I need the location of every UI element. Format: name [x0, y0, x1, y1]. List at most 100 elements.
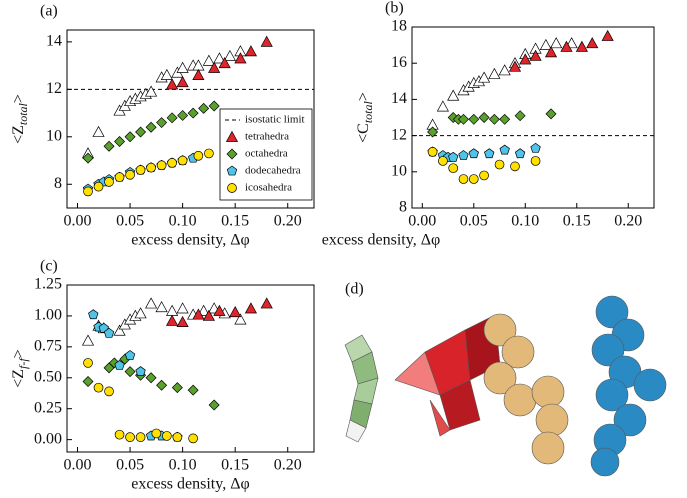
x-axis-label: excess density, Δφ — [131, 476, 249, 493]
point — [575, 40, 589, 52]
point — [172, 432, 183, 443]
point — [145, 121, 157, 133]
y-tick-label: 0.00 — [34, 430, 62, 447]
point — [176, 75, 189, 88]
point — [202, 54, 215, 66]
y-tick-label: 0.50 — [34, 368, 62, 385]
point — [103, 140, 115, 152]
point — [225, 130, 239, 142]
point — [160, 68, 173, 80]
y-axis-label: <Ctotal> — [355, 92, 375, 143]
point — [539, 38, 552, 50]
point — [448, 163, 459, 174]
point — [81, 334, 95, 346]
y-tick-label: 1.00 — [34, 307, 62, 324]
legend-label: octahedra — [245, 148, 288, 160]
point — [135, 126, 147, 138]
panel-label: (d) — [345, 281, 364, 298]
point — [193, 150, 204, 161]
point — [144, 85, 158, 97]
point — [93, 382, 104, 393]
point — [226, 165, 238, 176]
point — [187, 107, 199, 119]
y-axis-label-end: > — [10, 349, 27, 358]
point — [103, 327, 115, 338]
point — [560, 40, 573, 52]
point — [478, 112, 490, 123]
point — [176, 315, 189, 327]
plot-frame — [411, 26, 655, 209]
y-axis-label-end: > — [10, 94, 27, 103]
point — [458, 150, 469, 160]
point — [177, 109, 189, 121]
point — [125, 432, 135, 443]
plot-frame — [66, 29, 315, 209]
point — [427, 147, 438, 157]
x-tick-label: 0.05 — [460, 213, 488, 230]
point — [508, 60, 522, 72]
y-tick-label: 1.25 — [34, 276, 62, 293]
point — [213, 304, 226, 316]
y-tick-label: 18 — [391, 18, 407, 35]
point — [177, 155, 188, 166]
x-tick-label: 0.00 — [64, 213, 92, 230]
legend-label: dodecahedra — [245, 165, 301, 177]
x-tick-label: 0.05 — [116, 457, 144, 474]
point — [204, 148, 214, 159]
point — [144, 297, 158, 309]
legend-label: tetrahedra — [245, 131, 289, 143]
point — [166, 78, 179, 90]
point — [124, 131, 136, 143]
tetrahedra-cluster — [344, 334, 379, 443]
x-axis-label: excess density, Δφ — [131, 232, 249, 249]
point — [88, 309, 99, 320]
point — [544, 46, 558, 58]
x-axis-label: excess density, Δφ — [322, 232, 440, 249]
x-tick-label: 0.15 — [221, 457, 249, 474]
y-tick-label: 10 — [46, 127, 62, 144]
point — [226, 148, 238, 160]
point — [488, 113, 500, 125]
point — [166, 304, 179, 316]
point — [114, 359, 125, 370]
point — [586, 37, 599, 49]
point — [601, 29, 614, 41]
polyhedra-illustration — [344, 295, 667, 477]
point — [477, 71, 491, 83]
x-tick-label: 0.20 — [614, 213, 642, 230]
point — [135, 165, 146, 175]
point — [156, 160, 167, 171]
point — [448, 151, 459, 162]
point — [499, 113, 511, 125]
point — [488, 67, 501, 79]
y-tick-label: 12 — [46, 80, 62, 97]
icosahedra-cluster — [483, 313, 569, 465]
point — [192, 68, 205, 80]
point — [458, 174, 469, 184]
point — [83, 358, 93, 368]
point — [530, 156, 541, 166]
point — [155, 301, 168, 313]
x-tick-label: 0.20 — [274, 213, 302, 230]
point — [234, 52, 247, 64]
point — [529, 49, 542, 61]
point — [208, 399, 220, 411]
y-tick-label: 16 — [391, 54, 407, 71]
y-axis-label-end: > — [355, 92, 372, 101]
point — [156, 379, 168, 391]
point — [197, 304, 210, 316]
point — [244, 45, 258, 57]
point — [114, 429, 125, 440]
point — [208, 100, 220, 112]
point — [162, 431, 172, 441]
point — [83, 186, 93, 197]
dodecahedra-cluster — [590, 295, 667, 477]
point — [125, 169, 135, 180]
x-tick-label: 0.10 — [169, 213, 197, 230]
point — [260, 297, 273, 309]
point — [530, 142, 541, 153]
y-tick-label: 12 — [391, 126, 407, 143]
point — [167, 158, 177, 168]
point — [135, 366, 146, 376]
